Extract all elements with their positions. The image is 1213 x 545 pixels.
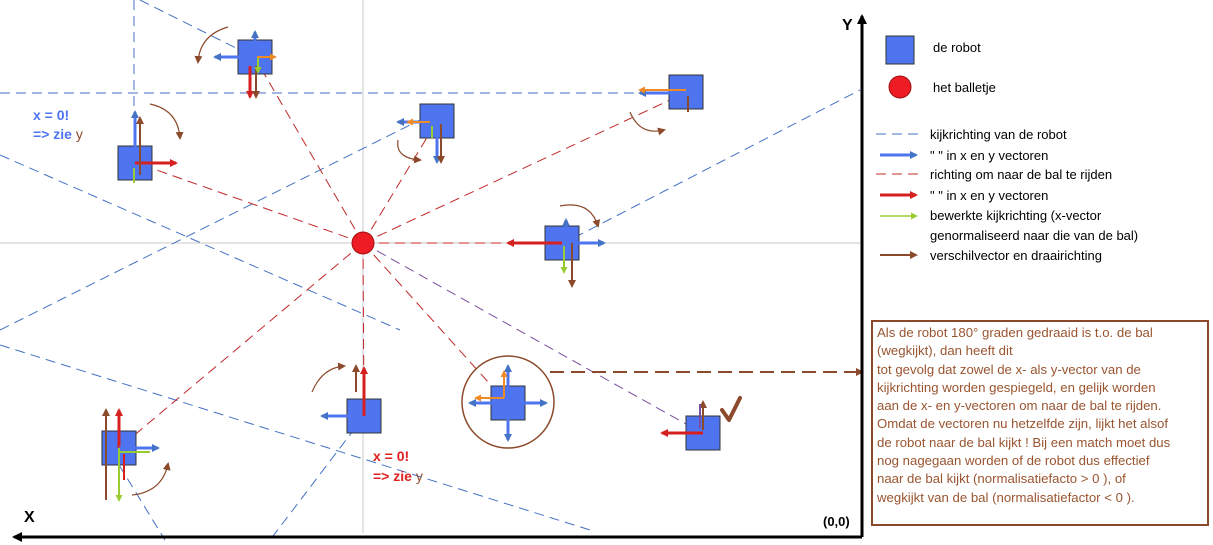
robot-group-2: [117, 103, 184, 183]
note-line: nog nagegaan worden of de robot dus effe…: [877, 453, 1150, 469]
legend: de robot het balletje kijkrichting van d…: [876, 35, 1138, 263]
robot-group-9: [660, 396, 742, 451]
see-y-annotation-2: => zie y: [373, 468, 423, 484]
legend-robot-label: de robot: [933, 40, 981, 55]
robot-group-5: [506, 204, 606, 288]
legend-diff-label: verschilvector en draairichting: [930, 248, 1102, 263]
note-line: Als de robot 180° graden gedraaid is t.o…: [877, 325, 1153, 340]
x-zero-annotation-2: x = 0!: [373, 448, 409, 464]
origin-label: (0,0): [823, 514, 850, 529]
see-y-prefix-1: => zie: [33, 126, 72, 142]
robot-group-6: [311, 362, 382, 434]
legend-ball-label: het balletje: [933, 80, 996, 95]
legend-ball-vectors-label: " " in x en y vectoren: [930, 188, 1048, 203]
note-line: wegkijkt van de bal (normalisatiefactor …: [877, 489, 1135, 505]
see-y-prefix-2: => zie: [373, 468, 412, 484]
ball: [351, 231, 375, 255]
note-line: Omdat de vectoren nu hetzelfde zijn, lij…: [877, 416, 1169, 432]
explanation-note: Als de robot 180° graden gedraaid is t.o…: [871, 320, 1209, 526]
robot-group-4: [629, 74, 704, 136]
legend-ball-dir-label: richting om naar de bal te rijden: [930, 167, 1112, 182]
robot-group-3: [396, 103, 455, 164]
legend-robot-swatch: [885, 35, 915, 65]
note-line: tot gevolg dat zowel de x- als y-vector …: [877, 361, 1141, 377]
note-line: aan de x- en y-vectoren om naar de bal t…: [877, 398, 1162, 414]
robot-group-8: [461, 355, 555, 449]
note-line: (wegkijkt), dan heeft dit: [877, 343, 1013, 359]
robot-group-7: [101, 408, 171, 502]
highlight-circle: [461, 355, 555, 449]
legend-processed-label-2: genormaliseerd naar die van de bal): [930, 228, 1138, 243]
legend-processed-label-1: bewerkte kijkrichting (x-vector: [930, 208, 1102, 223]
checkmark-icon: [720, 396, 742, 422]
legend-ball-swatch: [888, 75, 912, 99]
see-y-annotation-1: => zie y: [33, 126, 83, 142]
x-axis-label: X: [24, 509, 35, 526]
note-line: kijkrichting worden gespiegeld, en gelij…: [877, 379, 1156, 395]
robot-group-1: [194, 26, 277, 99]
y-axis-label: Y: [842, 17, 853, 34]
note-line: naar de bal kijkt (normalisatiefacto > 0…: [877, 471, 1126, 487]
note-line: de robot naar de bal kijkt ! Bij een mat…: [877, 434, 1171, 450]
legend-view-vectors-label: " " in x en y vectoren: [930, 148, 1048, 163]
legend-view-dir-label: kijkrichting van de robot: [930, 127, 1067, 142]
x-zero-annotation-1: x = 0!: [33, 107, 69, 123]
see-y-var-2: y: [416, 468, 423, 484]
toward-ball-lines: [118, 57, 703, 449]
view-direction-lines: [0, 0, 861, 541]
see-y-var-1: y: [76, 126, 83, 142]
